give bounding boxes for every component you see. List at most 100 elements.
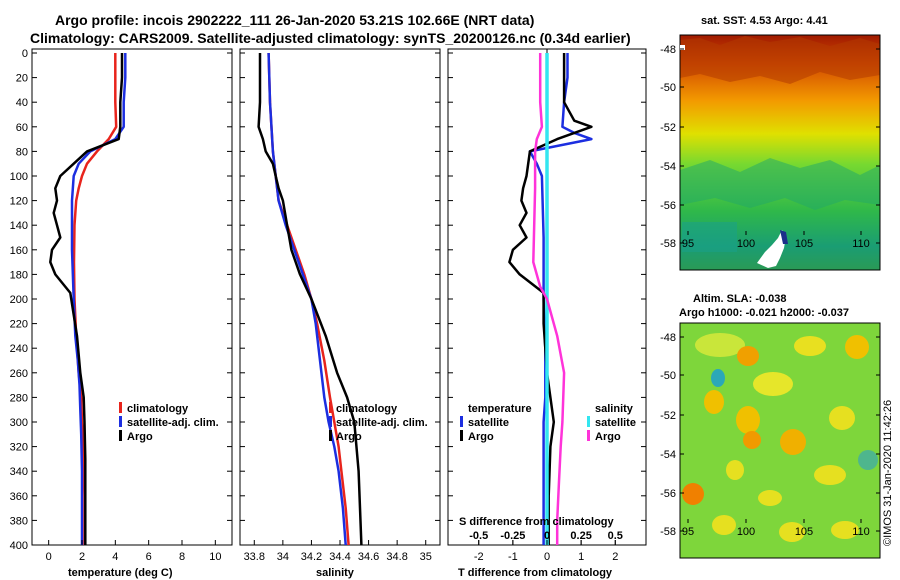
s-difference-x-tick-label: 0 [544, 530, 550, 542]
salinity-axis-label: salinity [316, 567, 355, 579]
sla-blob [780, 429, 806, 455]
legend-t-satellite-label: satellite [468, 417, 509, 429]
header-line2: Climatology: CARS2009. Satellite-adjuste… [30, 30, 631, 46]
t-difference-x-tick-label: 0 [544, 551, 550, 563]
lon-tick-label: 100 [737, 526, 755, 538]
salinity-x-tick-label: 34.8 [386, 551, 407, 563]
temperature-x-tick-label: 2 [79, 551, 85, 563]
series-line-temperature-satellite [528, 53, 593, 545]
depth-tick-label: 320 [10, 442, 28, 454]
sla-map [679, 322, 881, 559]
depth-tick-label: 260 [10, 368, 28, 380]
header-line1: Argo profile: incois 2902222_111 26-Jan-… [55, 12, 534, 28]
lat-tick-label: -56 [660, 488, 676, 500]
s-difference-x-tick-label: 0.25 [570, 530, 591, 542]
temperature-axis-label: temperature (deg C) [68, 567, 173, 579]
sla-blob [753, 372, 793, 396]
lat-tick-label: -52 [660, 122, 676, 134]
depth-tick-label: 180 [10, 269, 28, 281]
series-line-temperature-argo [508, 53, 593, 545]
sla-blob [743, 431, 761, 449]
legend-argo-label: Argo [336, 431, 362, 443]
t-difference-x-tick-label: 2 [612, 551, 618, 563]
lat-tick-label: -48 [660, 44, 676, 56]
t-difference-x-tick-label: -1 [508, 551, 518, 563]
sst-teal-patch [682, 222, 737, 252]
temperature-x-tick-label: 6 [146, 551, 152, 563]
lat-tick-label: -52 [660, 410, 676, 422]
lon-tick-label: 95 [682, 238, 694, 250]
sla-blob [794, 336, 826, 356]
sst-missing-data-patch [757, 230, 786, 268]
salinity-x-tick-label: 34.4 [329, 551, 350, 563]
salinity-x-tick-label: 34.2 [301, 551, 322, 563]
lat-tick-label: -58 [660, 526, 676, 538]
depth-tick-label: 400 [10, 540, 28, 552]
depth-tick-label: 220 [10, 319, 28, 331]
salinity-x-tick-label: 33.8 [244, 551, 265, 563]
lon-tick-label: 110 [852, 238, 870, 250]
lat-tick-label: -48 [660, 332, 676, 344]
salinity-legend: climatology satellite-adj. clim. Argo [329, 402, 428, 443]
legend-s-satellite-swatch [587, 416, 590, 427]
s-difference-x-tick-label: -0.5 [469, 530, 488, 542]
legend-t-satellite-swatch [460, 416, 463, 427]
lon-tick-label: 95 [682, 526, 694, 538]
temperature-legend: climatology satellite-adj. clim. Argo [119, 402, 219, 443]
sst-deep-blue-patch [780, 230, 788, 244]
sla-blob [711, 369, 725, 387]
s-difference-axis-label: S difference from climatology [459, 516, 615, 528]
lat-tick-label: -56 [660, 200, 676, 212]
legend-s-argo-swatch [587, 430, 590, 441]
series-line-climatology [72, 53, 118, 545]
depth-tick-label: 40 [16, 97, 28, 109]
legend-s-argo-label: Argo [595, 431, 621, 443]
salinity-x-tick-label: 34 [277, 551, 289, 563]
legend-salinity-title: salinity [595, 403, 634, 415]
depth-tick-label: 60 [16, 122, 28, 134]
depth-tick-label: 300 [10, 417, 28, 429]
sla-map-title1: Altim. SLA: -0.038 [693, 293, 787, 305]
depth-tick-label: 360 [10, 491, 28, 503]
salinity-x-tick-label: 35 [420, 551, 432, 563]
depth-tick-label: 20 [16, 73, 28, 85]
lon-tick-label: 110 [852, 526, 870, 538]
series-line-argo [257, 53, 363, 545]
t-difference-axis-label: T difference from climatology [458, 567, 613, 579]
sla-blob [814, 465, 846, 485]
sla-blob [695, 333, 745, 357]
sla-map-frame [679, 322, 881, 559]
depth-tick-label: 100 [10, 171, 28, 183]
lon-tick-label: 105 [795, 238, 813, 250]
depth-tick-label: 80 [16, 146, 28, 158]
sst-map [679, 34, 881, 271]
s-difference-x-tick-label: 0.5 [608, 530, 623, 542]
legend-temperature-title: temperature [468, 403, 532, 415]
argo-position-marker [680, 45, 685, 50]
depth-tick-label: 240 [10, 343, 28, 355]
imos-watermark: ©IMOS 31-Jan-2020 11:42:26 [882, 400, 894, 546]
lon-tick-label: 100 [737, 238, 755, 250]
sla-blob [704, 390, 724, 414]
legend-satellite-swatch [119, 416, 122, 427]
legend-climatology-label: climatology [127, 403, 189, 415]
legend-climatology-label: climatology [336, 403, 398, 415]
sla-blob [736, 406, 760, 434]
s-difference-x-tick-label: -0.25 [500, 530, 525, 542]
depth-tick-label: 160 [10, 245, 28, 257]
legend-satellite-label: satellite-adj. clim. [127, 417, 219, 429]
legend-argo-swatch [119, 430, 122, 441]
t-difference-x-tick-label: -2 [474, 551, 484, 563]
salinity-profile-plot [257, 52, 363, 545]
legend-t-argo-label: Argo [468, 431, 494, 443]
legend-satellite-swatch [329, 416, 332, 427]
series-line-argo [49, 53, 124, 545]
series-line-climatology [267, 52, 350, 545]
legend-argo-swatch [329, 430, 332, 441]
sla-blob [758, 490, 782, 506]
sst-cool-patch [680, 158, 880, 210]
sla-blob [682, 483, 704, 505]
lat-tick-label: -54 [660, 449, 676, 461]
sst-map-title: sat. SST: 4.53 Argo: 4.41 [701, 15, 828, 27]
